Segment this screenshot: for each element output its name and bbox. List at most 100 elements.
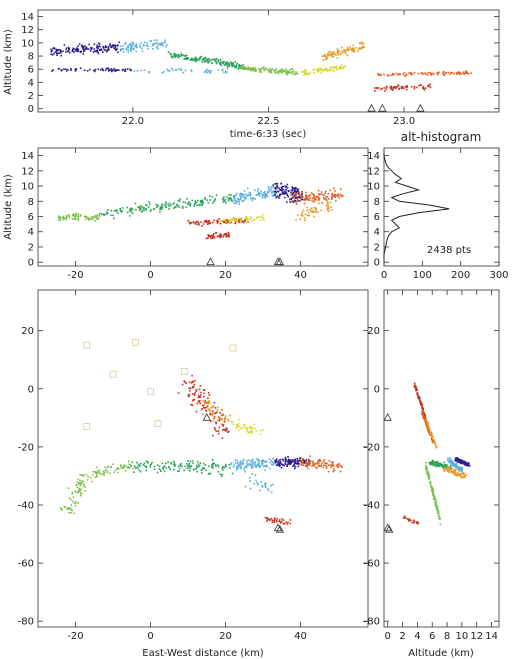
data-point — [374, 90, 376, 92]
data-point — [207, 220, 210, 223]
data-point — [226, 65, 229, 68]
data-point — [344, 51, 346, 54]
data-point — [286, 463, 289, 466]
data-point — [236, 426, 239, 428]
data-point — [259, 219, 262, 221]
data-point — [329, 201, 332, 203]
data-point — [114, 48, 116, 50]
data-point — [112, 45, 114, 48]
y-tick-label: 0 — [28, 384, 34, 395]
data-point — [281, 187, 283, 189]
data-point — [303, 460, 306, 462]
data-point — [423, 412, 425, 414]
data-point — [187, 464, 190, 467]
data-point — [109, 69, 112, 71]
x-tick-label: 14 — [485, 631, 498, 642]
data-point — [217, 59, 220, 61]
data-point — [300, 197, 302, 199]
data-point — [70, 504, 73, 506]
data-point — [303, 461, 306, 463]
data-point — [194, 200, 196, 203]
data-point — [224, 417, 226, 419]
data-point — [229, 463, 231, 466]
data-point — [263, 69, 265, 71]
data-point — [446, 464, 448, 466]
data-point — [266, 460, 268, 463]
data-point — [394, 86, 397, 88]
data-point — [248, 218, 251, 220]
data-point — [173, 468, 175, 471]
data-point — [324, 58, 327, 61]
data-point — [457, 466, 459, 469]
data-point — [437, 463, 440, 465]
data-point — [121, 207, 124, 209]
data-point — [213, 237, 216, 239]
data-point — [308, 460, 310, 462]
data-point — [236, 462, 239, 464]
data-point — [295, 193, 298, 195]
data-point — [451, 460, 453, 463]
data-point — [245, 466, 248, 469]
data-point — [307, 214, 310, 217]
data-point — [284, 70, 286, 73]
data-point — [270, 71, 273, 74]
data-point — [227, 199, 230, 202]
data-point — [254, 189, 256, 192]
data-point — [243, 425, 245, 427]
data-point — [277, 463, 280, 466]
data-point — [392, 73, 395, 76]
data-point — [209, 413, 211, 416]
data-point — [334, 190, 336, 192]
data-point — [219, 473, 222, 475]
data-point — [306, 214, 309, 216]
data-point — [223, 221, 225, 223]
x-tick-label: 0 — [381, 270, 387, 281]
data-point — [73, 215, 76, 218]
data-point — [181, 54, 183, 57]
data-point — [57, 49, 59, 51]
data-point — [327, 209, 329, 212]
data-point — [408, 519, 411, 522]
data-point — [262, 66, 265, 68]
data-point — [292, 188, 294, 190]
data-point — [292, 201, 295, 203]
data-point — [139, 206, 141, 208]
data-point — [253, 483, 256, 485]
data-point — [202, 462, 205, 465]
data-point — [77, 45, 79, 47]
data-point — [435, 446, 438, 448]
data-point — [420, 401, 422, 404]
data-point — [207, 397, 209, 399]
data-point — [136, 70, 139, 72]
data-point — [432, 490, 434, 492]
data-point — [392, 89, 394, 91]
data-point — [272, 457, 274, 460]
data-point — [58, 216, 60, 219]
data-point — [424, 420, 427, 423]
data-point — [225, 221, 228, 224]
data-point — [140, 42, 142, 44]
data-point — [435, 502, 437, 504]
data-point — [231, 65, 233, 68]
data-point — [183, 55, 185, 57]
data-point — [285, 72, 288, 75]
data-point — [229, 219, 231, 221]
data-point — [221, 69, 224, 72]
x-tick-label: -20 — [67, 631, 83, 642]
data-point — [207, 58, 209, 60]
data-point — [311, 465, 313, 467]
data-point — [109, 472, 111, 475]
data-point — [417, 393, 419, 395]
data-point — [173, 55, 176, 57]
data-point — [239, 217, 242, 220]
data-point — [261, 67, 263, 69]
data-point — [277, 190, 280, 193]
data-point — [323, 55, 325, 57]
data-point — [188, 464, 191, 467]
data-point — [318, 460, 321, 462]
data-point — [439, 462, 442, 465]
data-point — [305, 464, 308, 467]
data-point — [82, 48, 85, 51]
station-square-marker — [154, 420, 162, 428]
data-point — [72, 496, 75, 498]
